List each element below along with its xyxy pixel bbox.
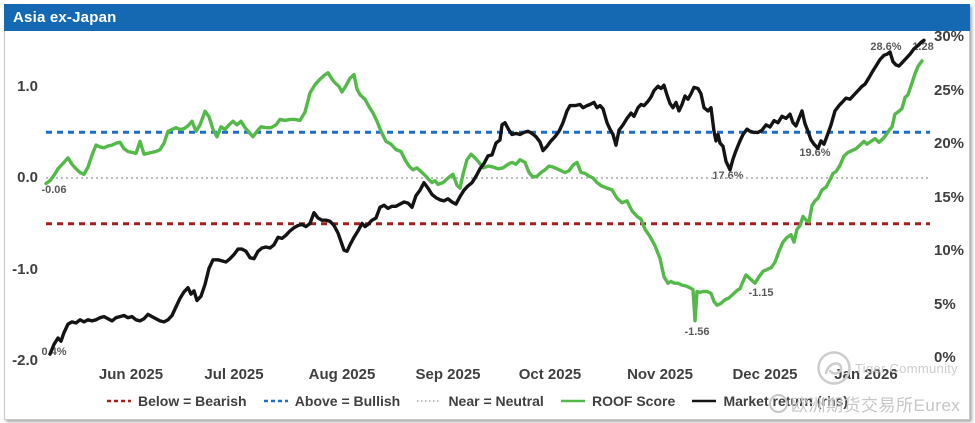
right-axis-tick: 25% — [934, 81, 965, 99]
right-axis-tick: 10% — [934, 242, 965, 260]
data-label: 0.4% — [41, 346, 67, 358]
legend-marker-solid-icon — [692, 399, 717, 403]
legend-label: Below = Bearish — [138, 393, 247, 409]
x-axis-tick: Nov 2025 — [627, 366, 693, 383]
data-label: 19.6% — [799, 147, 831, 159]
left-axis-tick: -2.0 — [12, 352, 38, 369]
right-axis-tick: 30% — [934, 28, 965, 46]
chart-header-bar — [4, 4, 970, 31]
market-return-rhs--line — [48, 38, 926, 356]
legend-marker-dashed-icon — [107, 399, 131, 403]
legend-item-below-bearish: Below = Bearish — [106, 393, 247, 409]
legend-label: Near = Neutral — [448, 393, 544, 409]
legend-marker-dashed-icon — [263, 399, 288, 403]
x-axis-tick: Jul 2025 — [204, 366, 264, 383]
roof-score-line — [44, 59, 924, 323]
legend-item-near-neutral: Near = Neutral — [416, 393, 544, 409]
legend-item-market-return-rhs-: Market return (rhs) — [691, 393, 848, 409]
legend-item-roof-score: ROOF Score — [560, 393, 675, 409]
data-label: -0.06 — [41, 184, 67, 196]
right-axis-tick: 0% — [934, 349, 956, 367]
legend-marker-solid-icon — [561, 399, 585, 403]
legend-label: Above = Bullish — [294, 393, 401, 409]
left-axis-tick: 0.0 — [17, 169, 38, 186]
right-axis-tick: 15% — [934, 188, 965, 206]
data-label: -1.15 — [748, 287, 774, 299]
legend-label: ROOF Score — [592, 393, 676, 409]
chart-legend: Below = Bearish Above = Bullish Near = Neu… — [106, 393, 848, 409]
right-axis-tick: 5% — [934, 295, 956, 313]
left-axis-tick: -1.0 — [12, 260, 38, 278]
x-axis-tick: Dec 2025 — [732, 366, 798, 383]
chart-title: Asia ex-Japan — [13, 9, 117, 26]
legend-item-above-bullish: Above = Bullish — [263, 393, 400, 409]
right-axis-tick: 20% — [934, 135, 965, 153]
legend-marker-dotted-icon — [417, 400, 442, 402]
x-axis-tick: Aug 2025 — [308, 366, 376, 383]
data-label: 28.6% — [870, 41, 902, 53]
left-axis-tick: 1.0 — [17, 77, 38, 95]
data-label: 17.6% — [712, 170, 744, 182]
legend-label: Market return (rhs) — [723, 393, 848, 409]
data-label: -1.56 — [684, 326, 710, 338]
x-axis-tick: Oct 2025 — [518, 366, 582, 383]
x-axis-tick: Sep 2025 — [415, 366, 481, 383]
x-axis-tick: Jun 2025 — [98, 366, 164, 383]
chart-card — [4, 4, 970, 420]
